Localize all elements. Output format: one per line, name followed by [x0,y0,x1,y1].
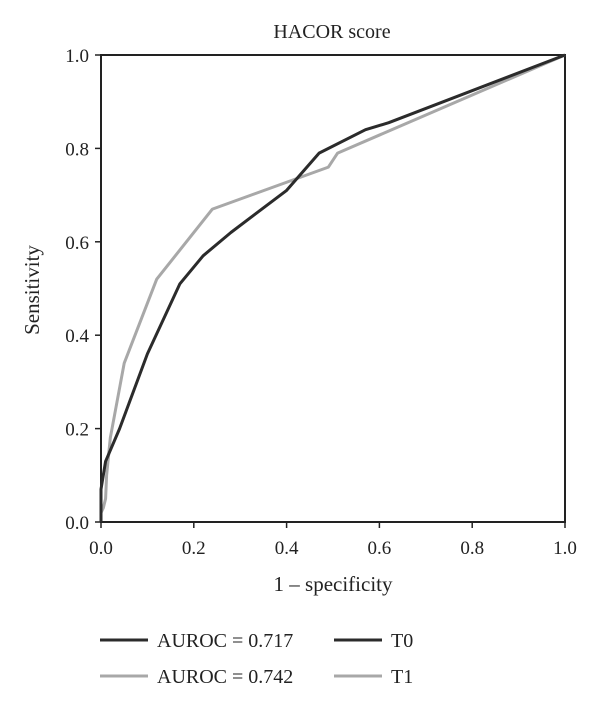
series-line-t1 [99,53,566,514]
y-tick-label: 0.2 [65,420,89,441]
x-axis-ticks: 0.0 0.2 0.4 0.6 0.8 1.0 [89,522,577,559]
series-lines [99,53,566,522]
legend: AUROC = 0.717 T0 AUROC = 0.742 T1 [100,630,413,688]
x-tick-label: 1.0 [553,538,577,559]
x-tick-label: 0.4 [275,538,299,559]
y-tick-label: 0.8 [65,139,89,160]
y-tick-label: 0.0 [65,513,89,534]
chart-title: HACOR score [273,21,390,43]
y-tick-label: 0.4 [65,326,89,347]
legend-label-auroc-t0: AUROC = 0.717 [157,630,293,652]
x-tick-label: 0.0 [89,538,113,559]
plot-area [100,54,566,523]
x-tick-label: 0.6 [368,538,392,559]
y-axis-ticks: 0.0 0.2 0.4 0.6 0.8 1.0 [65,46,101,534]
x-axis-title: 1 – specificity [274,572,393,596]
x-tick-label: 0.8 [460,538,484,559]
y-tick-label: 0.6 [65,233,89,254]
x-tick-label: 0.2 [182,538,206,559]
legend-label-auroc-t1: AUROC = 0.742 [157,666,293,688]
y-axis-title: Sensitivity [20,245,44,335]
legend-label-t1: T1 [391,666,413,688]
plot-border [100,54,566,523]
legend-label-t0: T0 [391,630,413,652]
series-line-t0 [99,53,566,522]
y-tick-label: 1.0 [65,46,89,67]
